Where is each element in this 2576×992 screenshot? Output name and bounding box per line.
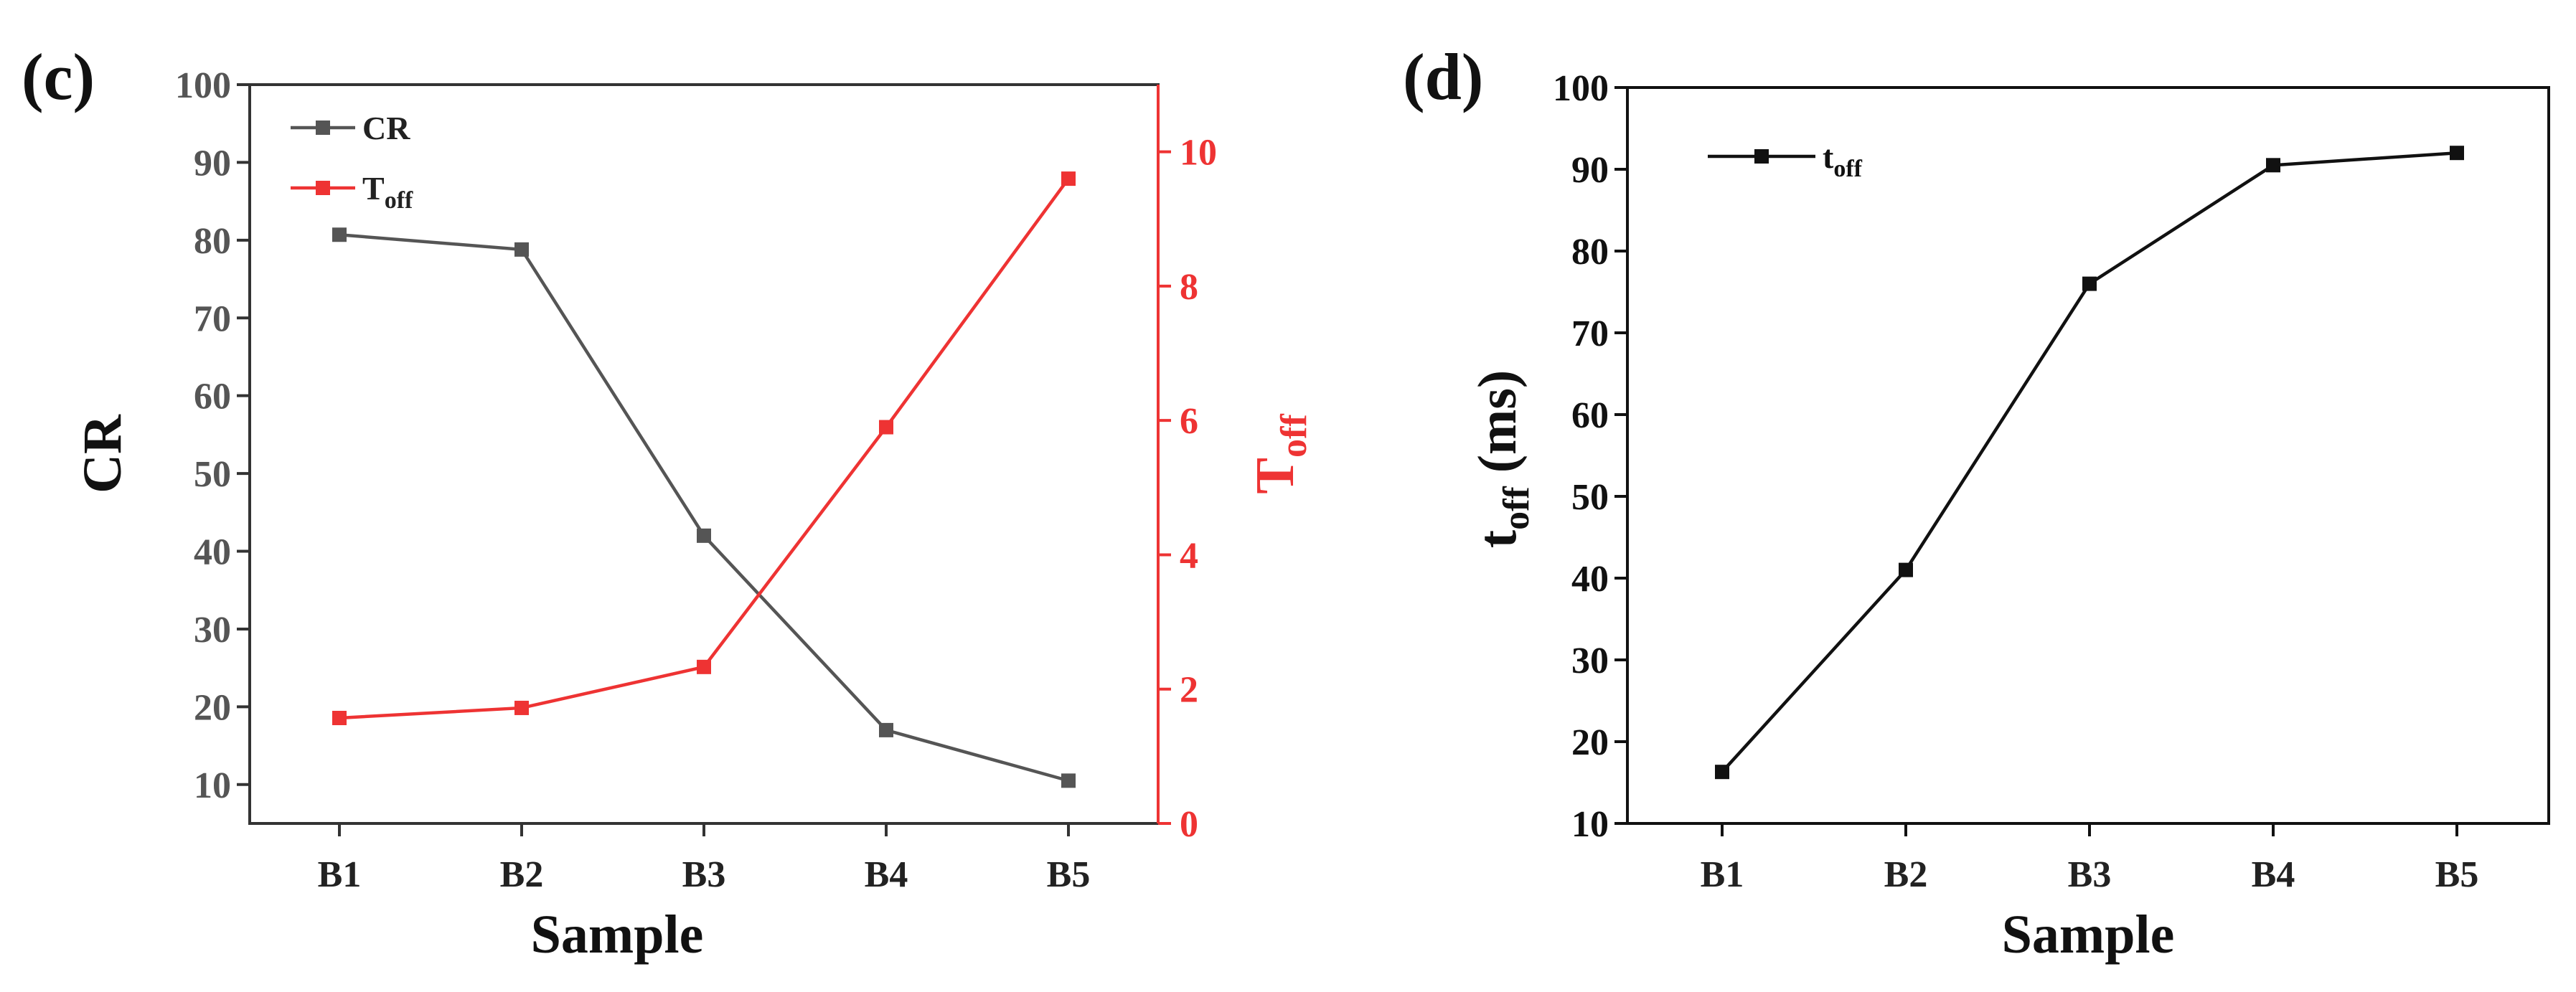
panel-d-y-tick-label: 20 [1571, 722, 1609, 763]
panel-d-legend-marker-toff [1754, 149, 1769, 164]
panel-c-legend: CR Toff [291, 110, 413, 214]
panel-d-data-point-toff [2266, 158, 2280, 173]
panel-d-y-axis-title-unit: (ms) [1467, 370, 1528, 487]
panel-c-x-tick-label: B4 [865, 854, 908, 895]
panel-c-y-tick-label: 100 [175, 65, 231, 106]
panel-c-x-axis: B1 B2 B3 B4 B5 [318, 823, 1091, 895]
panel-d-x-tick-label: B5 [2435, 854, 2479, 895]
panel-d-series-line-toff [1721, 151, 2458, 773]
panel-d-data-point-toff [1899, 562, 1913, 577]
panel-c-data-point-Toff [332, 710, 347, 725]
panel-d-y-axis: 10 20 30 40 50 60 70 80 90 100 [1553, 68, 1627, 845]
panel-d-x-tick-label: B3 [2068, 854, 2112, 895]
panel-c-right-tick-label: 4 [1180, 535, 1198, 576]
panel-c-legend-label-base: CR [362, 110, 410, 146]
panel-c-series [332, 171, 1076, 788]
panel-c-data-point-CR [697, 528, 711, 543]
panel-c-data-point-Toff [1061, 171, 1076, 186]
panel-c-y-tick-label: 60 [194, 377, 231, 417]
panel-c-y-tick-label: 40 [194, 532, 231, 573]
panel-c-x-tick-label: B2 [500, 854, 544, 895]
panel-c-left-axis-title: CR [72, 414, 133, 493]
panel-c-data-point-Toff [697, 659, 711, 674]
panel-c-legend-label-CR: CR [362, 110, 410, 146]
panel-d: (d) 10 20 30 40 50 60 70 80 90 100 B1 B2 B3 B4 B5 Sam… [1403, 40, 2550, 965]
panel-c-right-tick-label: 6 [1180, 401, 1198, 442]
panel-d-data-point-toff [1715, 765, 1729, 780]
panel-c-label: (c) [22, 40, 95, 113]
panel-d-x-tick-label: B1 [1701, 854, 1744, 895]
panel-c-legend-marker-Toff [316, 181, 330, 195]
panel-c-y-tick-label: 70 [194, 298, 231, 339]
panel-d-y-tick-label: 80 [1571, 232, 1609, 273]
panel-c-series-line-Toff [339, 177, 1070, 720]
panel-d-series [1715, 146, 2464, 780]
panel-c-data-point-CR [514, 242, 529, 257]
panel-c-right-axis: 0 2 4 6 8 10 [1157, 85, 1217, 845]
panel-d-legend: toff [1708, 138, 1863, 182]
panel-d-y-axis-title: toff (ms) [1467, 370, 1537, 548]
panel-c-y-tick-label: 10 [194, 765, 231, 806]
panel-c-left-axis: 10 20 30 40 50 60 70 80 90 100 [175, 65, 250, 806]
panel-c-legend-marker-CR [316, 121, 330, 135]
panel-c-legend-label-sub: off [385, 187, 413, 214]
panel-c-legend-label-Toff: Toff [362, 170, 413, 214]
panel-d-x-tick-label: B2 [1884, 854, 1928, 895]
panel-c: (c) 10 20 30 40 50 60 70 80 90 100 0 2 4 6 8 10 B1 B2 B3… [22, 40, 1315, 965]
panel-c-data-point-CR [1061, 773, 1076, 788]
panel-d-legend-label-toff: toff [1823, 138, 1863, 182]
panel-c-x-tick-label: B1 [318, 854, 362, 895]
panel-c-x-axis-title: Sample [531, 904, 704, 965]
panel-c-data-point-Toff [879, 420, 893, 435]
panel-d-y-tick-label: 30 [1571, 641, 1609, 681]
panel-c-data-point-CR [332, 227, 347, 242]
panel-c-series-line-CR [339, 233, 1069, 783]
panel-d-x-tick-label: B4 [2252, 854, 2295, 895]
panel-d-y-tick-label: 100 [1553, 68, 1609, 109]
panel-c-data-point-CR [879, 722, 893, 737]
panel-c-y-tick-label: 90 [194, 143, 231, 184]
panel-c-right-axis-title-base: T [1245, 458, 1305, 494]
panel-d-legend-label-sub: off [1833, 156, 1862, 182]
panel-c-y-tick-label: 30 [194, 610, 231, 651]
panel-c-data-point-Toff [514, 700, 529, 715]
panel-d-data-point-toff [2082, 276, 2097, 291]
panel-d-x-axis: B1 B2 B3 B4 B5 [1701, 823, 2479, 895]
panel-d-y-axis-title-base: t [1467, 530, 1528, 548]
panel-c-right-axis-title: Toff [1245, 414, 1315, 494]
panel-c-x-tick-label: B5 [1047, 854, 1091, 895]
panel-c-right-tick-label: 0 [1180, 804, 1198, 845]
panel-c-right-axis-title-sub: off [1274, 414, 1315, 458]
panel-c-right-tick-label: 10 [1180, 133, 1217, 174]
panel-d-legend-label-base: t [1823, 138, 1834, 175]
panel-c-y-tick-label: 50 [194, 454, 231, 495]
panel-c-right-tick-label: 8 [1180, 267, 1198, 308]
panel-d-y-tick-label: 60 [1571, 395, 1609, 436]
panel-d-label: (d) [1403, 40, 1483, 113]
panel-c-legend-label-base: T [362, 170, 385, 207]
panel-d-y-tick-label: 50 [1571, 477, 1609, 518]
panel-d-x-axis-title: Sample [2002, 904, 2175, 965]
panel-d-y-tick-label: 10 [1571, 804, 1609, 845]
panel-d-y-tick-label: 70 [1571, 313, 1609, 354]
panel-c-x-tick-label: B3 [682, 854, 726, 895]
panel-d-y-tick-label: 90 [1571, 150, 1609, 191]
panel-c-y-tick-label: 20 [194, 687, 231, 728]
panel-d-y-tick-label: 40 [1571, 559, 1609, 600]
panel-d-data-point-toff [2450, 146, 2464, 161]
panel-d-plot-frame [1626, 86, 2550, 825]
panel-c-right-tick-label: 2 [1180, 670, 1198, 711]
panel-d-y-axis-title-sub: off [1496, 486, 1537, 530]
panel-c-y-tick-label: 80 [194, 221, 231, 262]
